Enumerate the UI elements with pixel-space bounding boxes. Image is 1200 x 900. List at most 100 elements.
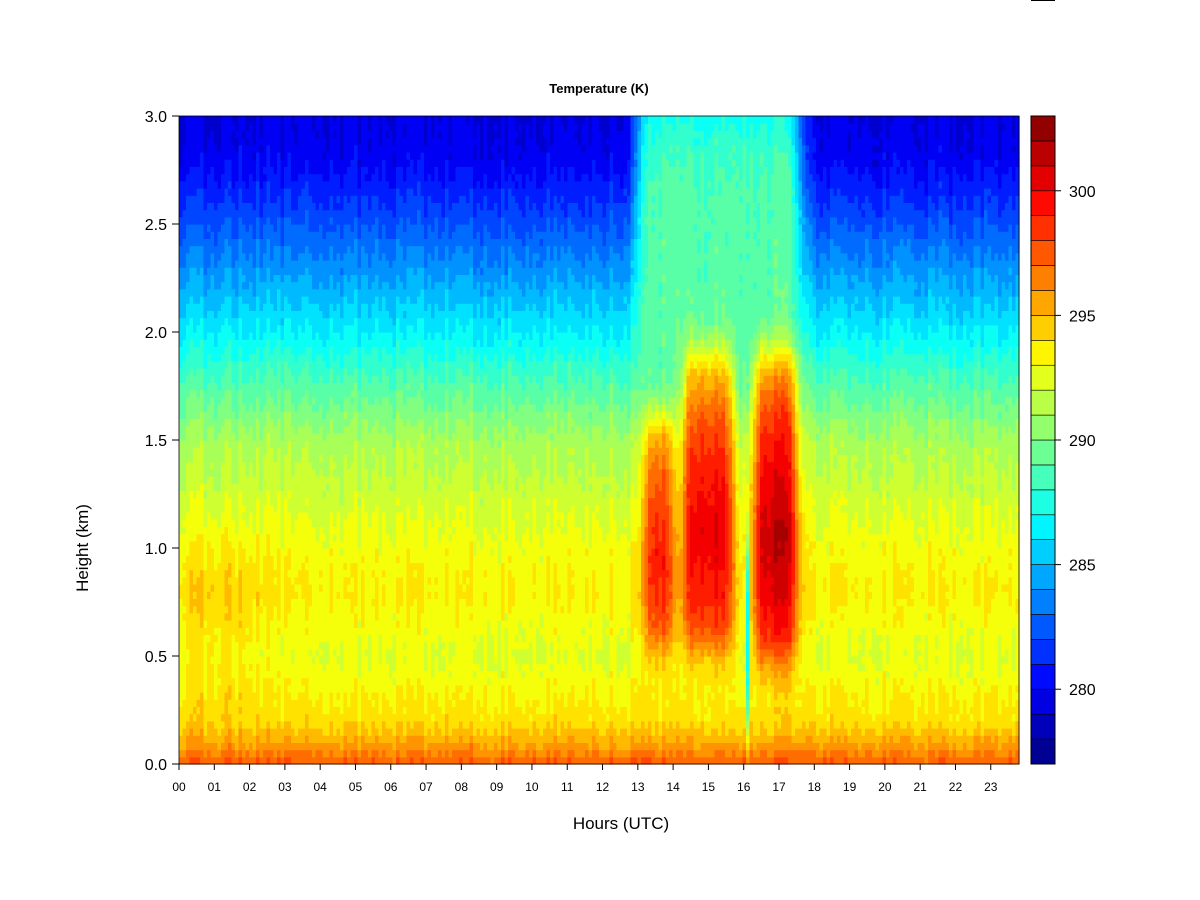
heatmap-cell [357,375,362,383]
heatmap-cell [266,512,271,520]
heatmap-cell [210,598,215,607]
heatmap-cell [210,584,215,592]
heatmap-cell [238,634,243,643]
heatmap-cell [273,252,278,261]
heatmap-cell [322,281,327,290]
heatmap-cell [273,296,278,304]
heatmap-cell [242,742,247,751]
heatmap-cell [252,756,257,765]
heatmap-cell [249,238,254,247]
heatmap-cell [368,238,373,247]
heatmap-cell [287,353,292,362]
heatmap-cell [333,526,338,535]
heatmap-cell [263,310,268,319]
heatmap-cell [245,188,250,196]
heatmap-cell [319,209,324,218]
heatmap-cell [308,728,313,736]
heatmap-cell [249,627,254,635]
heatmap-cell [235,648,240,657]
heatmap-cell [312,692,317,700]
heatmap-cell [193,368,198,376]
heatmap-cell [179,670,184,679]
heatmap-cell [224,144,229,153]
heatmap-cell [224,526,229,535]
heatmap-cell [203,303,208,311]
heatmap-cell [203,389,208,398]
heatmap-cell [270,454,275,463]
heatmap-cell [231,288,236,297]
heatmap-cell [368,526,373,535]
heatmap-cell [224,339,229,347]
heatmap-cell [336,735,341,743]
heatmap-cell [315,454,320,463]
heatmap-cell [340,720,345,729]
heatmap-cell [298,728,303,736]
heatmap-cell [368,483,373,491]
heatmap-cell [340,576,345,585]
heatmap-cell [242,720,247,729]
heatmap-cell [263,461,268,470]
heatmap-cell [277,224,282,232]
heatmap-cell [235,224,240,232]
heatmap-cell [231,627,236,635]
heatmap-cell [231,310,236,319]
heatmap-cell [228,742,233,751]
heatmap-cell [182,620,187,628]
heatmap-cell [231,728,236,736]
heatmap-cell [273,562,278,571]
heatmap-cell [301,425,306,434]
heatmap-cell [231,238,236,247]
heatmap-cell [336,404,341,412]
heatmap-cell [340,404,345,412]
heatmap-cell [340,245,345,254]
heatmap-cell [277,742,282,751]
heatmap-cell [364,317,369,326]
heatmap-cell [305,195,310,203]
heatmap-cell [364,684,369,693]
heatmap-cell [305,699,310,707]
heatmap-cell [200,260,205,268]
heatmap-cell [371,540,376,549]
heatmap-cell [221,440,226,448]
heatmap-cell [217,540,222,549]
heatmap-cell [364,310,369,319]
heatmap-cell [308,123,313,131]
heatmap-cell [357,742,362,751]
heatmap-cell [182,346,187,355]
heatmap-cell [207,159,212,167]
heatmap-cell [340,238,345,247]
heatmap-cell [207,432,212,441]
heatmap-cell [291,353,296,362]
heatmap-cell [312,281,317,290]
heatmap-cell [347,461,352,470]
heatmap-cell [238,404,243,412]
heatmap-cell [294,454,299,463]
heatmap-cell [256,159,261,167]
heatmap-cell [231,677,236,686]
heatmap-cell [203,180,208,189]
heatmap-cell [347,749,352,758]
heatmap-cell [221,224,226,232]
heatmap-cell [273,310,278,319]
heatmap-cell [252,310,257,319]
heatmap-cell [347,425,352,434]
heatmap-cell [186,497,191,506]
heatmap-cell [252,260,257,268]
heatmap-cell [235,562,240,571]
heatmap-cell [277,303,282,311]
heatmap-cell [354,742,359,751]
heatmap-cell [319,310,324,319]
heatmap-cell [200,317,205,326]
heatmap-cell [343,152,348,160]
heatmap-cell [238,713,243,722]
heatmap-cell [182,202,187,211]
heatmap-cell [189,152,194,160]
heatmap-cell [361,576,366,585]
heatmap-cell [263,728,268,736]
heatmap-cell [196,713,201,722]
heatmap-cell [305,180,310,189]
heatmap-cell [287,396,292,405]
heatmap-cell [333,144,338,153]
heatmap-cell [361,512,366,520]
heatmap-cell [315,123,320,131]
